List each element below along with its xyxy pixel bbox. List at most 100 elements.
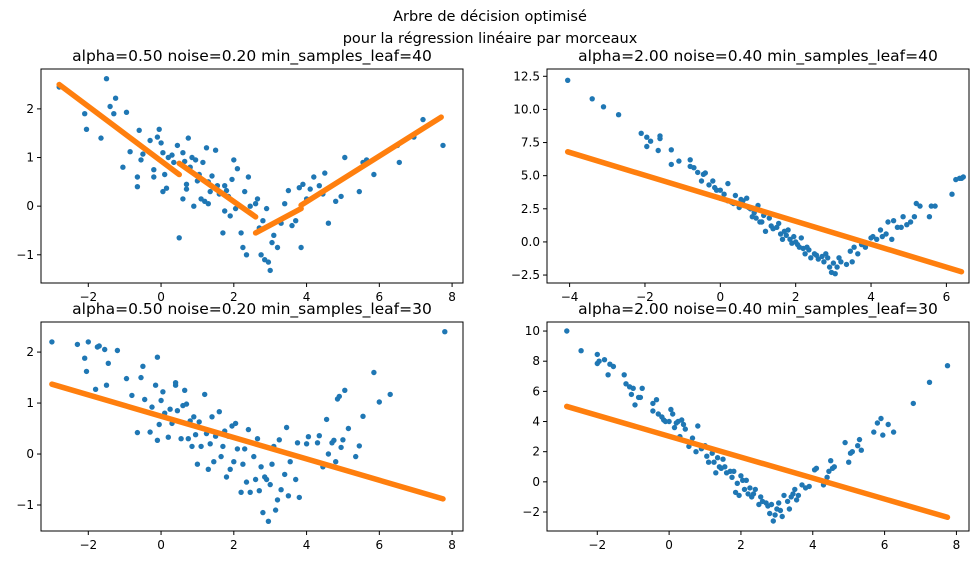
data-point xyxy=(167,406,173,412)
data-point xyxy=(815,256,821,262)
data-point xyxy=(752,486,758,493)
data-point xyxy=(212,147,219,153)
data-point xyxy=(655,147,661,154)
data-point xyxy=(216,409,222,415)
data-point xyxy=(283,424,290,431)
data-point xyxy=(247,489,253,495)
data-point xyxy=(205,201,211,207)
data-point xyxy=(689,435,696,441)
data-point xyxy=(878,415,884,422)
y-tick-label: 4 xyxy=(532,415,540,429)
subplot-top-right: −4 −2 0 2 4 6 −2.5 0.0 2.5 5.0 7.5 10.0 12.5 xyxy=(511,68,970,304)
data-point xyxy=(185,135,191,141)
data-point xyxy=(202,391,208,398)
x-tick-label: 2 xyxy=(230,538,238,552)
data-point xyxy=(722,464,728,470)
data-point xyxy=(307,186,313,192)
panel-title-top-left: alpha=0.50 noise=0.20 min_samples_leaf=4… xyxy=(72,47,432,65)
data-point xyxy=(843,261,850,268)
data-point xyxy=(768,501,775,508)
data-point xyxy=(174,408,181,414)
data-point xyxy=(904,222,910,228)
data-point xyxy=(713,470,719,476)
data-point xyxy=(371,171,377,178)
series-data-points xyxy=(564,328,951,524)
x-tick-label: 6 xyxy=(881,538,889,552)
data-point xyxy=(160,188,166,195)
data-point xyxy=(289,222,295,229)
data-point xyxy=(679,417,685,423)
data-point xyxy=(851,244,857,250)
data-point xyxy=(731,468,737,474)
data-point xyxy=(154,354,161,360)
data-point xyxy=(112,95,119,101)
y-tick-label: −2.5 xyxy=(511,268,540,282)
data-point xyxy=(252,201,259,207)
data-point xyxy=(705,459,712,465)
data-point xyxy=(849,259,855,265)
data-point xyxy=(83,126,90,132)
data-point xyxy=(192,432,199,438)
data-point xyxy=(753,215,759,221)
data-point xyxy=(198,443,204,450)
data-point xyxy=(917,203,923,209)
data-point xyxy=(644,134,650,140)
data-point xyxy=(655,411,661,417)
data-point xyxy=(305,434,312,440)
x-tick-label: 8 xyxy=(448,290,456,304)
data-point xyxy=(806,247,812,253)
x-tick-label: 8 xyxy=(953,538,961,552)
data-point xyxy=(623,381,629,387)
data-point xyxy=(207,441,213,447)
data-point xyxy=(720,456,726,462)
data-point xyxy=(162,171,168,178)
x-tick-label: 0 xyxy=(665,538,673,552)
data-point xyxy=(706,182,712,188)
data-point xyxy=(265,518,272,524)
series-data-points xyxy=(56,76,446,274)
y-tick-label: 0.0 xyxy=(521,235,540,249)
data-point xyxy=(766,215,772,221)
data-point xyxy=(691,165,697,171)
data-point xyxy=(650,408,656,414)
data-point xyxy=(158,397,164,404)
data-point xyxy=(704,453,710,459)
data-point xyxy=(151,167,157,173)
data-point xyxy=(795,492,802,499)
data-point xyxy=(889,236,895,242)
data-point xyxy=(637,394,644,401)
data-point xyxy=(711,459,717,465)
data-point xyxy=(127,149,133,155)
x-tick-label: 2 xyxy=(792,290,800,304)
data-point xyxy=(747,485,753,491)
data-point xyxy=(668,161,674,168)
data-point xyxy=(777,507,784,514)
data-point xyxy=(799,482,805,488)
data-point xyxy=(600,104,607,110)
data-point xyxy=(232,205,239,212)
data-point xyxy=(114,347,121,354)
data-point xyxy=(151,174,157,180)
data-point xyxy=(176,235,182,241)
data-point xyxy=(185,436,191,442)
data-point xyxy=(610,363,617,370)
data-point xyxy=(834,264,840,270)
data-point xyxy=(169,152,175,158)
data-point xyxy=(653,397,660,403)
data-point xyxy=(898,224,904,230)
data-point xyxy=(777,231,784,237)
data-point xyxy=(960,174,966,180)
data-point xyxy=(123,109,130,116)
data-point xyxy=(314,440,321,446)
data-point xyxy=(734,480,740,486)
data-point xyxy=(874,236,880,242)
data-point xyxy=(596,358,602,364)
data-point xyxy=(767,510,773,517)
y-tick-label: 1 xyxy=(26,151,34,165)
data-point xyxy=(196,419,202,425)
data-point xyxy=(105,360,112,366)
data-point xyxy=(333,459,339,465)
data-point xyxy=(862,244,869,250)
y-tick-label: 2.5 xyxy=(521,202,540,216)
